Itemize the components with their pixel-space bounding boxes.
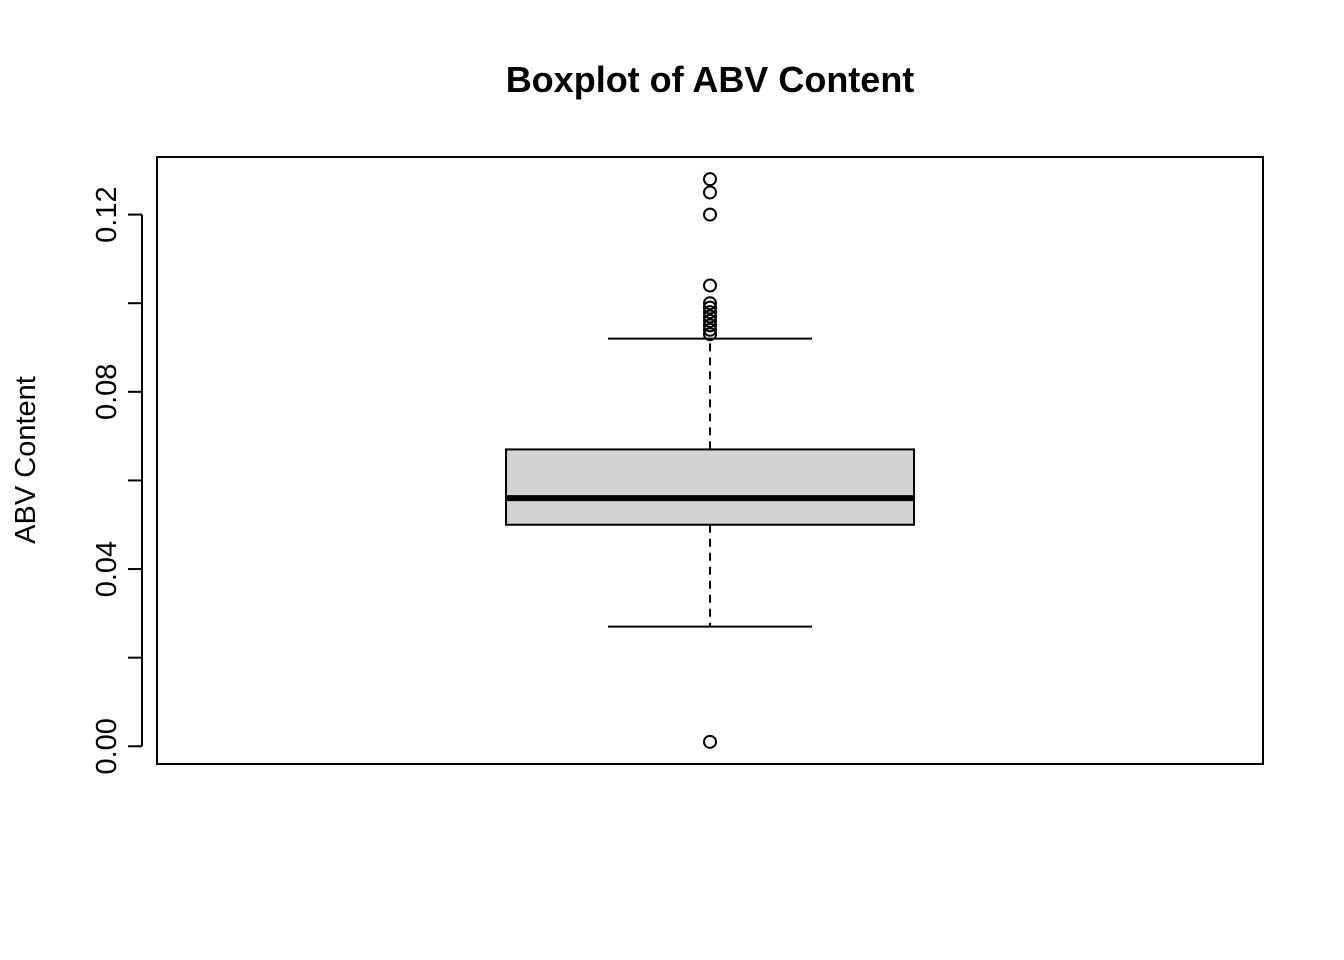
outlier-point xyxy=(703,309,717,324)
y-tick-label: 0.12 xyxy=(91,186,123,242)
box-group xyxy=(505,337,915,628)
outlier-point xyxy=(703,278,717,293)
outlier-point xyxy=(703,322,717,337)
outlier-point xyxy=(703,305,717,320)
plot-frame xyxy=(156,156,1264,765)
outlier-point xyxy=(703,734,717,749)
outlier-point xyxy=(703,185,717,200)
y-tick-label: 0.04 xyxy=(91,541,123,597)
outlier-point xyxy=(703,300,717,315)
outlier-point xyxy=(703,296,717,311)
outliers xyxy=(703,172,717,749)
outlier-point xyxy=(703,318,717,333)
y-tick-label: 0.08 xyxy=(91,364,123,420)
outlier-point xyxy=(703,207,717,222)
chart-title: Boxplot of ABV Content xyxy=(506,59,915,100)
y-tick-label: 0.00 xyxy=(91,718,123,774)
outlier-point xyxy=(703,313,717,328)
y-axis: 0.00 0.04 0.08 0.12 xyxy=(91,186,143,775)
outlier-point xyxy=(703,327,717,342)
iqr-box xyxy=(505,448,915,526)
outlier-point xyxy=(703,172,717,187)
y-axis-label: ABV Content xyxy=(10,376,42,544)
